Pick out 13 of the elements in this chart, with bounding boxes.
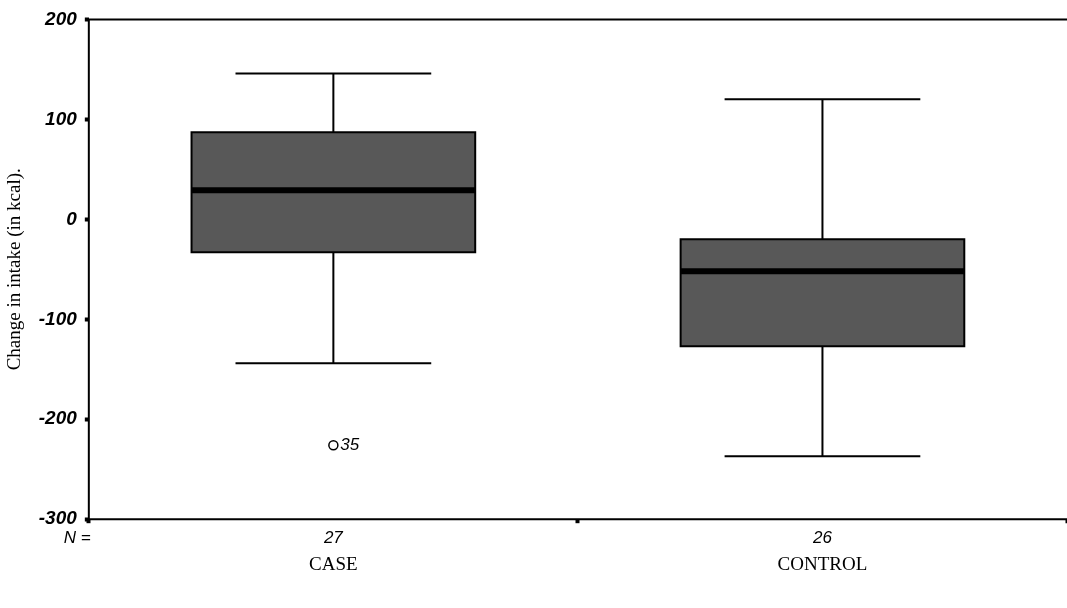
- y-tick-label: -300: [38, 507, 78, 529]
- text: 27: [322, 527, 344, 547]
- y-axis-title: Change in intake (in kcal).: [3, 168, 26, 371]
- x-tick-label: CASE: [309, 552, 358, 574]
- y-tick-label: -200: [38, 407, 78, 429]
- text: 26: [812, 527, 833, 547]
- text: N =: [63, 527, 91, 547]
- annotation: 35: [340, 434, 360, 454]
- y-tick-label: 100: [45, 107, 78, 129]
- y-tick-label: -100: [38, 307, 78, 329]
- y-tick-label: 200: [44, 7, 78, 29]
- y-tick-label: 0: [66, 207, 78, 229]
- x-tick-label: CONTROL: [777, 552, 868, 574]
